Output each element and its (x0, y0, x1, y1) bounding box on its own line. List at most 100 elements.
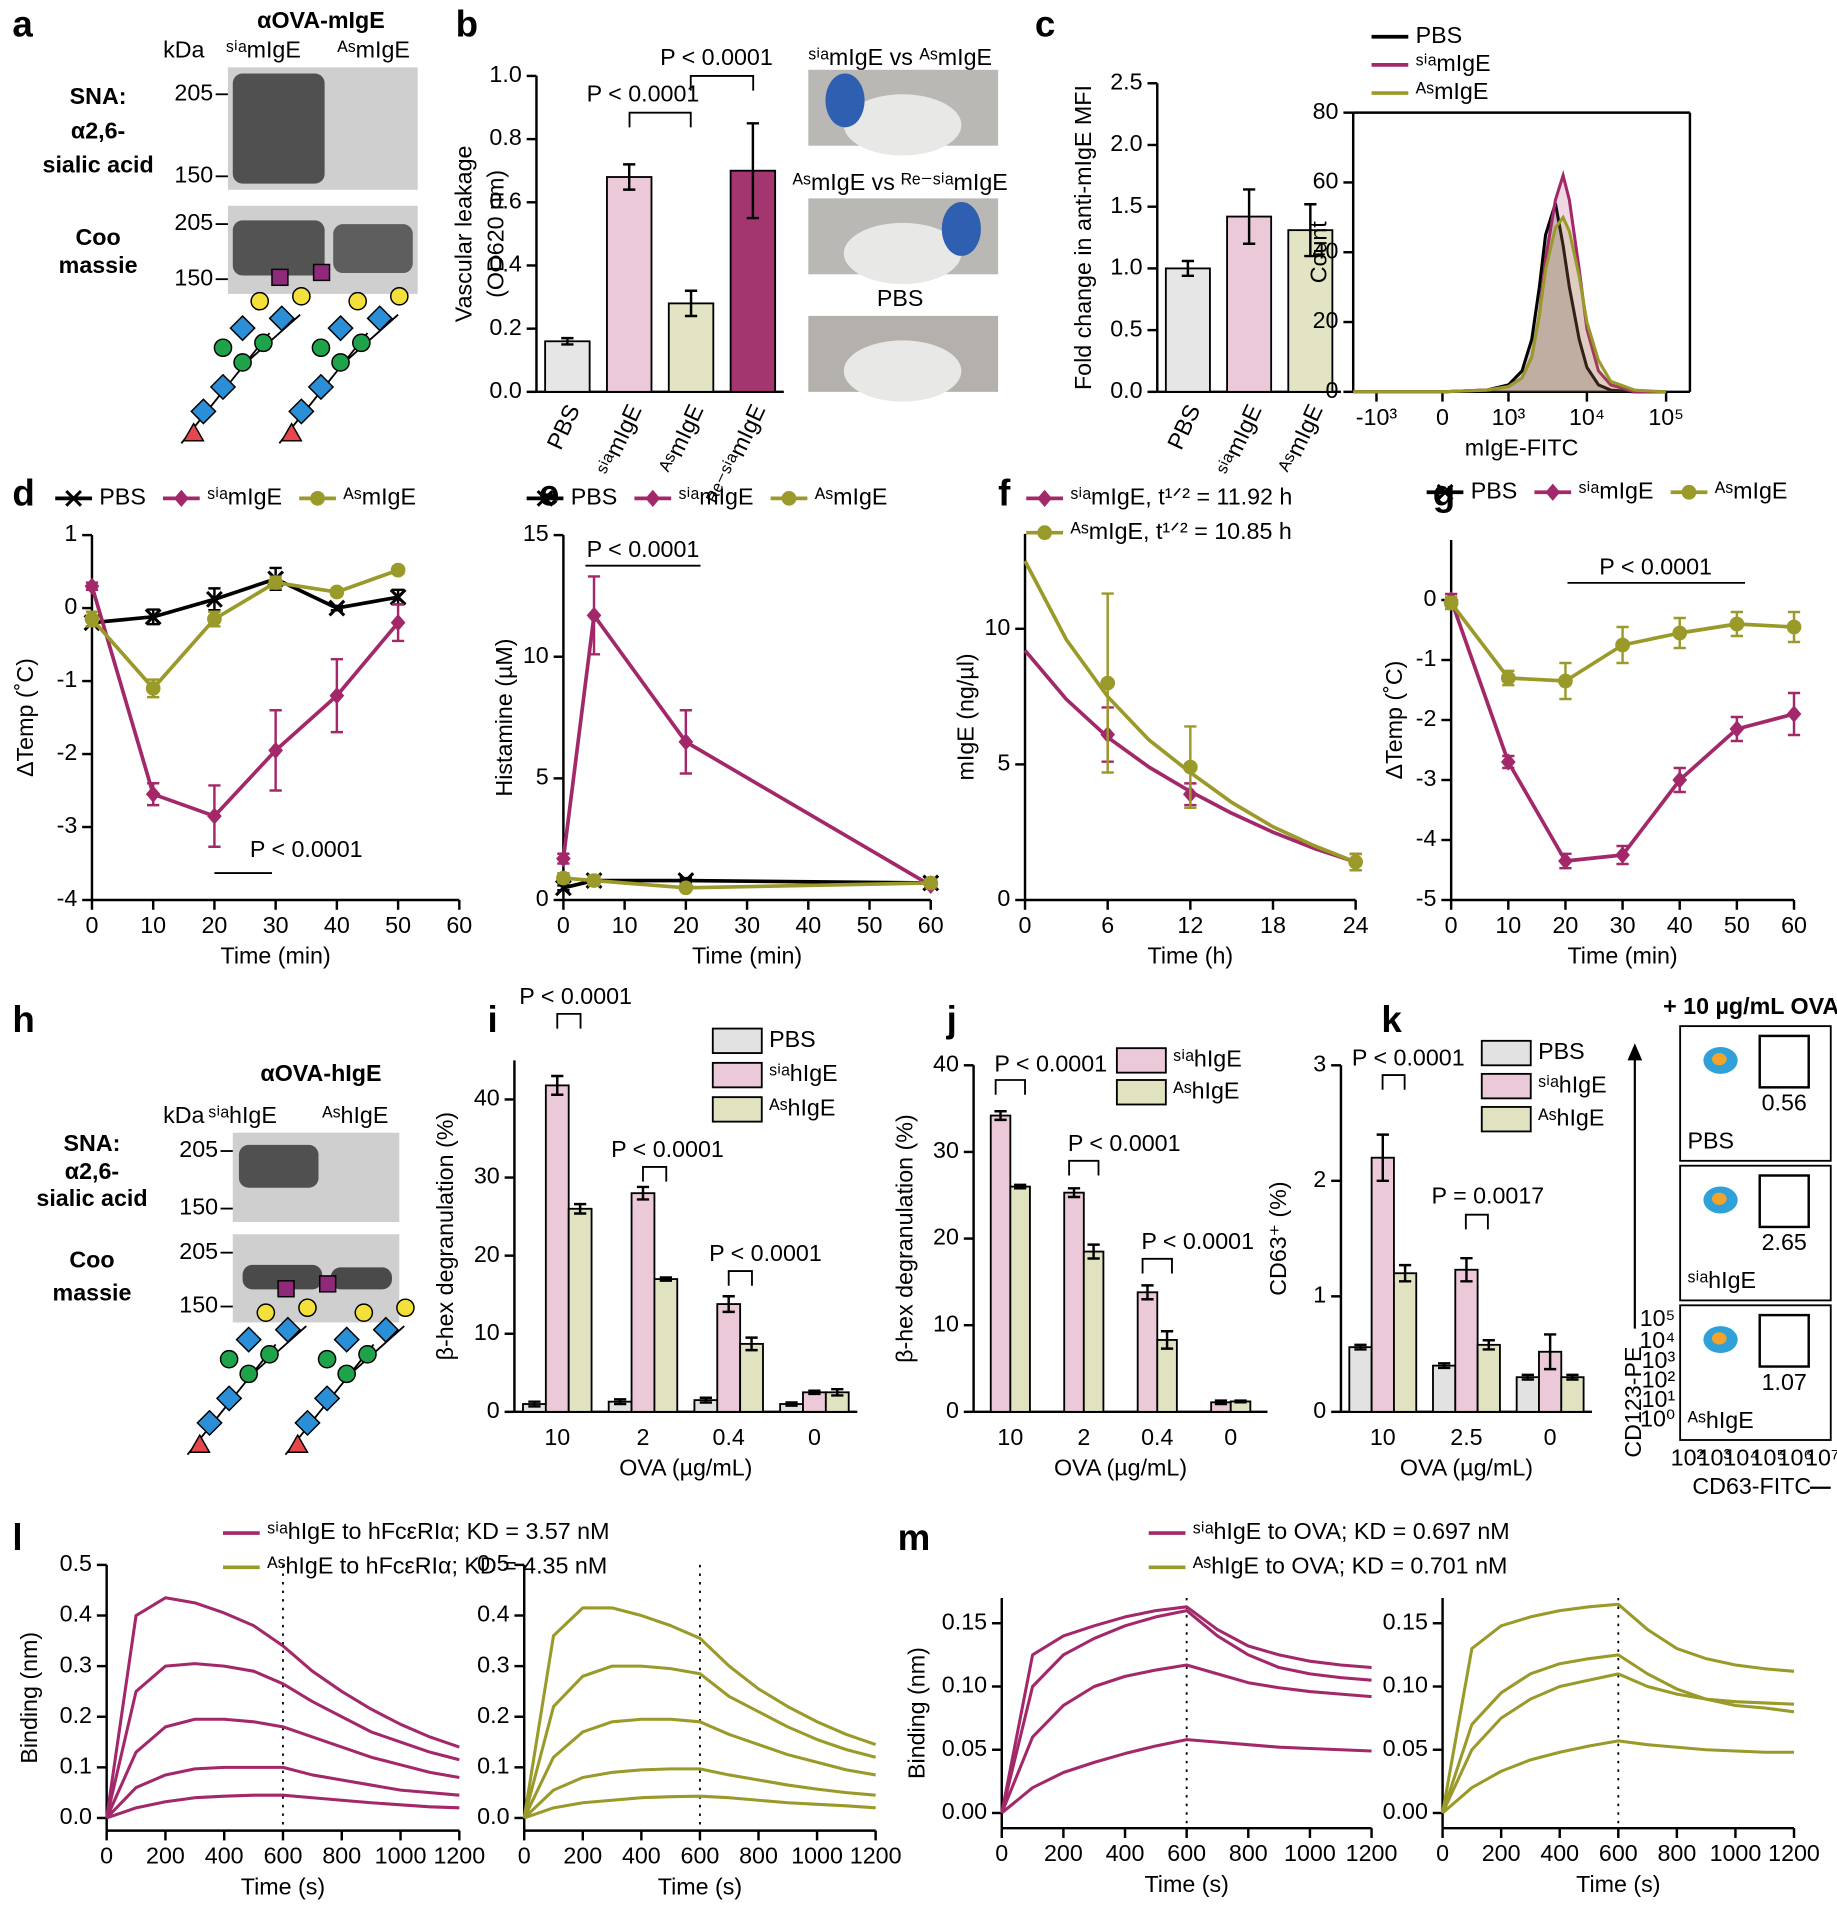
blot-row-label: sialic acid (43, 152, 154, 178)
legend-swatch (1480, 1072, 1532, 1100)
x-tick-label: 200 (146, 1843, 185, 1869)
y-tick-label: 20 (933, 1224, 959, 1250)
glycan-residue (182, 422, 205, 442)
annotation-bracket (994, 1079, 1026, 1095)
x-axis-label: Time (s) (241, 1873, 325, 1899)
y-tick-label: -3 (1416, 765, 1437, 791)
flow-xtick: 10⁶ (1778, 1445, 1813, 1471)
glycan-residue (256, 1303, 276, 1322)
glycan-bond (348, 1325, 405, 1376)
error-bar (551, 1074, 564, 1096)
annotation: P < 0.0001 (660, 44, 773, 70)
glycan-residue (298, 1298, 317, 1318)
y-tick-label: 0.1 (60, 1752, 92, 1778)
x-tick-label: 0 (100, 1843, 113, 1869)
y-tick-label: 30 (474, 1163, 500, 1189)
marker (1558, 673, 1573, 689)
panel-letter: k (1381, 999, 1402, 1040)
x-tick-label: 30 (1610, 912, 1636, 938)
annotation: P < 0.0001 (1599, 553, 1712, 579)
blot-band (242, 1264, 323, 1290)
glycan-residue (358, 1344, 377, 1364)
glycan-residue (274, 1316, 302, 1343)
y-tick-label: 0.0 (489, 377, 521, 403)
bar (1393, 1272, 1418, 1413)
panel-letter: f (998, 473, 1011, 514)
x-tick-label: 600 (681, 1843, 720, 1869)
blot-band (232, 73, 325, 184)
x-tick-label: 0 (518, 1843, 531, 1869)
annotation-bracket (1068, 1159, 1100, 1176)
blot-band (333, 224, 413, 274)
legend-label: ᴬˢhIgE (1537, 1104, 1604, 1130)
flow-xtick: 10⁴ (1723, 1445, 1759, 1471)
legend-label: ˢⁱᵃhIgE to hFcεRIα; KD = 3.57 nM (267, 1518, 609, 1544)
legend-label: ᴬˢhIgE to OVA; KD = 0.701 nM (1192, 1552, 1508, 1578)
marker (207, 807, 222, 825)
blot-lane: ᴬˢhIgE (321, 1102, 388, 1128)
y-tick-label: 0.0 (477, 1803, 509, 1829)
annotation: P < 0.0001 (1141, 1228, 1254, 1254)
blot-row-label: Coo (69, 1246, 114, 1272)
marker (329, 687, 345, 705)
x-tick-label: 6 (1101, 912, 1114, 938)
panel-letter: j (946, 999, 957, 1040)
x-tick-label: 50 (1724, 912, 1750, 938)
bar (544, 340, 591, 393)
error-bar (561, 336, 574, 346)
area-fill (1353, 217, 1667, 392)
y-tick-label: 0.6 (489, 187, 521, 213)
legend-label: ˢⁱᵃhIgE (1538, 1071, 1607, 1097)
legend-label: ᴬˢmIgE, t¹ᐟ² = 10.85 h (1069, 518, 1291, 544)
glycan-residue (235, 1326, 262, 1353)
glycan-residue (209, 373, 237, 401)
legend-swatch (711, 1061, 763, 1089)
blot-title: αOVA-hIgE (260, 1060, 381, 1086)
marker (1615, 637, 1630, 653)
legend-label: ˢⁱᵃmIgE (207, 484, 282, 510)
glycan-residue (219, 1349, 239, 1369)
series-line (1000, 1663, 1372, 1814)
marker (1672, 771, 1688, 789)
error-bar (1354, 1343, 1367, 1351)
x-tick-label: 30 (734, 912, 760, 938)
flow-plot (1679, 1164, 1832, 1302)
annotation: P < 0.0001 (1068, 1130, 1181, 1156)
marker (329, 584, 345, 600)
y-tick-label: 2 (1313, 1166, 1326, 1192)
blot-row-label: Coo (75, 224, 120, 250)
x-tick-label: 10 (1495, 912, 1521, 938)
x-tick-label: 800 (739, 1843, 778, 1869)
glycan-residue (396, 1298, 415, 1318)
x-axis-label: Time (s) (1576, 1871, 1660, 1897)
flow-ytick: 10⁵ (1640, 1305, 1676, 1331)
flow-gate (1758, 1174, 1810, 1229)
glycan-residue (390, 287, 409, 306)
y-axis-label: Vascular leakage (451, 146, 477, 323)
marker (84, 577, 100, 595)
error-bar (1566, 1373, 1579, 1381)
marker (1672, 625, 1688, 641)
error-bar (528, 1400, 541, 1408)
flow-gate (1758, 1313, 1810, 1368)
blot-title: αOVA-mIgE (257, 7, 385, 33)
bar (739, 1342, 764, 1413)
legend-label: PBS (1538, 1038, 1585, 1064)
legend-marker (1681, 484, 1697, 500)
panel-letter: a (12, 4, 33, 45)
photo-dye (825, 73, 865, 128)
error-bar (1014, 1183, 1027, 1190)
legend-marker (781, 491, 797, 506)
glycan-residue (280, 422, 303, 442)
annotation: P < 0.0001 (587, 81, 700, 107)
y-tick-label: 0.15 (942, 1608, 987, 1634)
x-tick-label: 10 (997, 1424, 1023, 1450)
series-line (105, 1717, 460, 1819)
error-bar (1214, 1399, 1228, 1406)
glycan-residue (294, 1409, 321, 1437)
y-axis-label: Fold change in anti-mIgE MFI (1070, 85, 1096, 390)
legend-label: ᴬˢhIgE (768, 1095, 835, 1121)
legend-marker (65, 489, 83, 507)
legend-label: ᴬˢmIgE (342, 484, 416, 510)
y-axis-label: Binding (nm) (16, 1632, 42, 1764)
